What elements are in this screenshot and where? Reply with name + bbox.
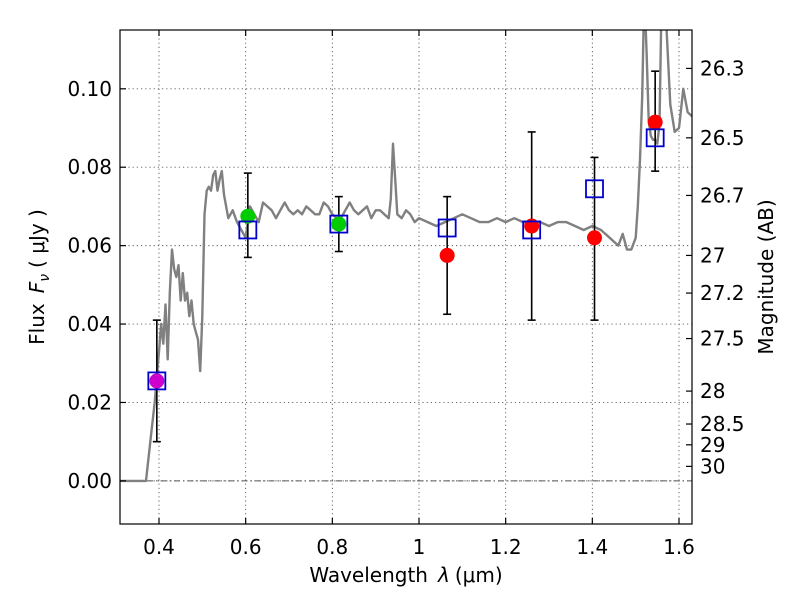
x-tick-label: 1.2 bbox=[490, 535, 522, 559]
y-tick-label: 0.02 bbox=[67, 390, 112, 414]
observed-flux-point bbox=[149, 373, 165, 389]
y2-tick-label: 30 bbox=[700, 454, 725, 478]
y2-tick-label: 27 bbox=[700, 243, 725, 267]
x-tick-label: 0.4 bbox=[143, 535, 175, 559]
y-axis-ticks: 0.00 0.02 0.04 0.06 0.08 0.10 bbox=[67, 77, 126, 493]
model-flux-square bbox=[522, 220, 542, 240]
y-tick-label: 0.08 bbox=[67, 155, 112, 179]
model-flux-square bbox=[147, 371, 167, 391]
y2-tick-label: 28 bbox=[700, 379, 725, 403]
y-tick-label: 0.04 bbox=[67, 312, 112, 336]
observed-flux-point bbox=[587, 230, 602, 246]
model-flux-square bbox=[329, 214, 349, 234]
observed-flux-point bbox=[647, 114, 663, 130]
grid-lines bbox=[120, 30, 692, 524]
y2-tick-label: 27.5 bbox=[700, 327, 745, 351]
y2-tick-label: 26.5 bbox=[700, 126, 745, 150]
model-flux-square bbox=[238, 220, 258, 240]
model-sed-curve bbox=[120, 30, 692, 483]
observed-flux-point bbox=[331, 216, 347, 232]
observed-flux-point bbox=[439, 247, 455, 263]
y2-tick-label: 27.2 bbox=[700, 281, 745, 305]
model-flux-square bbox=[645, 128, 665, 148]
observed-points bbox=[149, 114, 663, 389]
y2-tick-label: 28.5 bbox=[700, 412, 745, 436]
model-points bbox=[147, 128, 665, 391]
x-tick-label: 0.6 bbox=[230, 535, 262, 559]
x-tick-label: 0.8 bbox=[316, 535, 348, 559]
y-tick-label: 0.06 bbox=[67, 234, 112, 258]
plot-frame bbox=[119, 29, 693, 525]
error-bars bbox=[152, 70, 660, 443]
observed-flux-point bbox=[240, 208, 256, 224]
x-axis-label: Wavelength λ (μm) bbox=[309, 563, 502, 587]
model-sed-layer bbox=[120, 30, 692, 483]
y2-tick-label: 29 bbox=[700, 433, 725, 457]
model-flux-square bbox=[437, 218, 457, 238]
y-tick-label: 0.10 bbox=[67, 77, 112, 101]
y2-tick-label: 26.7 bbox=[700, 183, 745, 207]
y-tick-label: 0.00 bbox=[67, 469, 112, 493]
x-tick-label: 1.4 bbox=[576, 535, 608, 559]
y-axis-label: FluxFν( μJy ) bbox=[25, 209, 53, 345]
x-axis-ticks: 0.4 0.6 0.8 1 1.2 1.4 1.6 bbox=[143, 30, 695, 559]
x-tick-label: 1 bbox=[413, 535, 426, 559]
y2-tick-label: 26.3 bbox=[700, 56, 745, 80]
model-flux-square bbox=[585, 179, 604, 199]
y2-axis-label: Magnitude (AB) bbox=[754, 199, 778, 354]
x-tick-label: 1.6 bbox=[663, 535, 695, 559]
